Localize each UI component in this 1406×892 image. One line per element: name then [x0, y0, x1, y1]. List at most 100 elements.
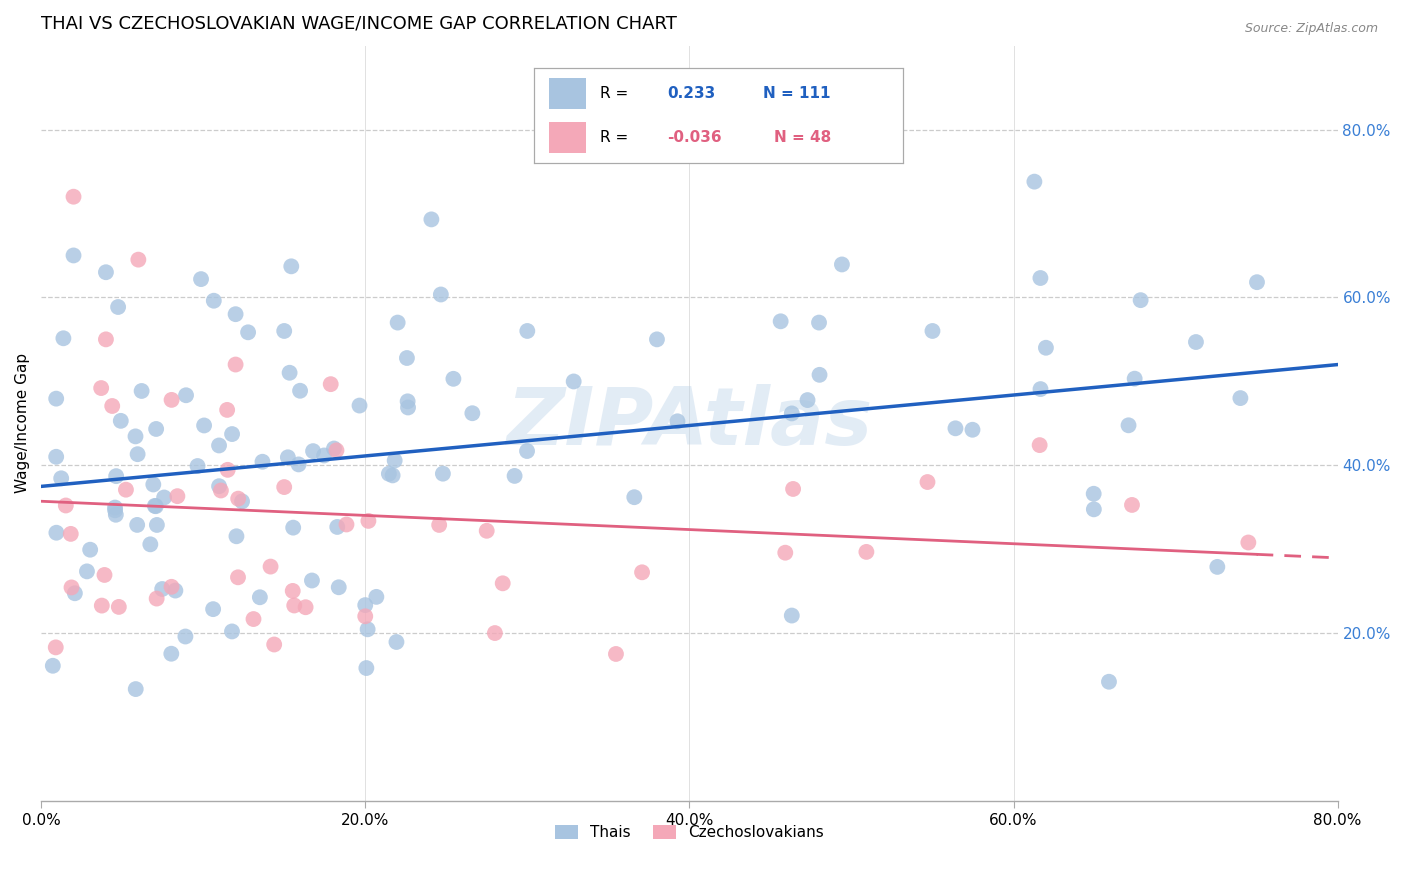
Point: [107, 300, 129, 314]
Point: [45, 640, 67, 655]
Point: [125, 682, 148, 697]
Point: [193, 418, 215, 433]
Point: [385, 635, 408, 649]
Point: [1118, 418, 1140, 433]
Point: [45, 392, 67, 406]
Text: ZIPAtlas: ZIPAtlas: [506, 384, 873, 462]
Point: [277, 450, 299, 465]
Point: [236, 326, 259, 340]
Point: [142, 477, 165, 491]
Point: [104, 508, 127, 522]
Point: [174, 630, 197, 644]
Point: [225, 529, 247, 543]
Point: [1083, 502, 1105, 516]
Point: [105, 469, 128, 483]
Point: [104, 503, 127, 517]
Point: [645, 332, 668, 346]
Point: [484, 626, 506, 640]
Point: [108, 599, 131, 614]
Point: [357, 514, 380, 528]
Point: [492, 576, 515, 591]
Point: [312, 449, 335, 463]
Point: [623, 490, 645, 504]
Point: [831, 257, 853, 271]
Point: [475, 524, 498, 538]
Point: [796, 393, 818, 408]
Point: [855, 545, 877, 559]
Point: [325, 443, 347, 458]
Point: [808, 316, 831, 330]
Point: [631, 566, 654, 580]
Point: [387, 316, 409, 330]
Point: [160, 647, 183, 661]
Point: [221, 427, 243, 442]
Point: [62, 190, 84, 204]
Point: [259, 559, 281, 574]
Point: [503, 469, 526, 483]
Point: [356, 622, 378, 636]
Point: [294, 600, 316, 615]
Point: [208, 479, 231, 493]
Point: [59, 527, 82, 541]
Point: [51, 471, 73, 485]
Point: [384, 453, 406, 467]
Point: [174, 388, 197, 402]
Point: [945, 421, 967, 435]
Point: [202, 602, 225, 616]
Point: [104, 500, 127, 515]
Point: [395, 351, 418, 365]
Point: [302, 444, 325, 458]
Point: [769, 314, 792, 328]
Point: [1123, 372, 1146, 386]
Point: [1185, 334, 1208, 349]
Point: [127, 517, 149, 532]
Point: [666, 414, 689, 428]
Point: [127, 252, 149, 267]
Point: [1024, 175, 1046, 189]
Point: [145, 422, 167, 436]
Point: [396, 401, 419, 415]
Point: [165, 583, 187, 598]
Point: [143, 499, 166, 513]
Point: [1029, 382, 1052, 396]
Point: [354, 598, 377, 612]
Point: [287, 458, 309, 472]
Point: [326, 520, 349, 534]
Point: [190, 272, 212, 286]
Point: [202, 293, 225, 308]
Point: [145, 591, 167, 606]
Point: [917, 475, 939, 489]
Point: [217, 463, 239, 477]
Point: [79, 542, 101, 557]
Point: [217, 403, 239, 417]
Point: [115, 483, 138, 497]
Point: [273, 480, 295, 494]
Point: [263, 638, 285, 652]
Point: [775, 546, 797, 560]
Point: [427, 518, 450, 533]
Point: [225, 307, 247, 321]
Point: [283, 599, 305, 613]
Point: [780, 608, 803, 623]
Point: [808, 368, 831, 382]
Point: [962, 423, 984, 437]
Point: [1129, 293, 1152, 308]
Point: [76, 565, 98, 579]
Point: [1098, 674, 1121, 689]
Point: [1035, 341, 1057, 355]
Point: [226, 491, 249, 506]
Point: [145, 500, 167, 514]
Point: [252, 455, 274, 469]
Point: [90, 599, 112, 613]
Point: [432, 467, 454, 481]
Point: [160, 392, 183, 407]
Point: [288, 384, 311, 398]
Point: [124, 429, 146, 443]
Point: [131, 384, 153, 398]
Point: [231, 494, 253, 508]
Point: [281, 583, 304, 598]
Point: [1206, 560, 1229, 574]
Point: [328, 580, 350, 594]
Point: [127, 447, 149, 461]
Point: [516, 444, 538, 458]
